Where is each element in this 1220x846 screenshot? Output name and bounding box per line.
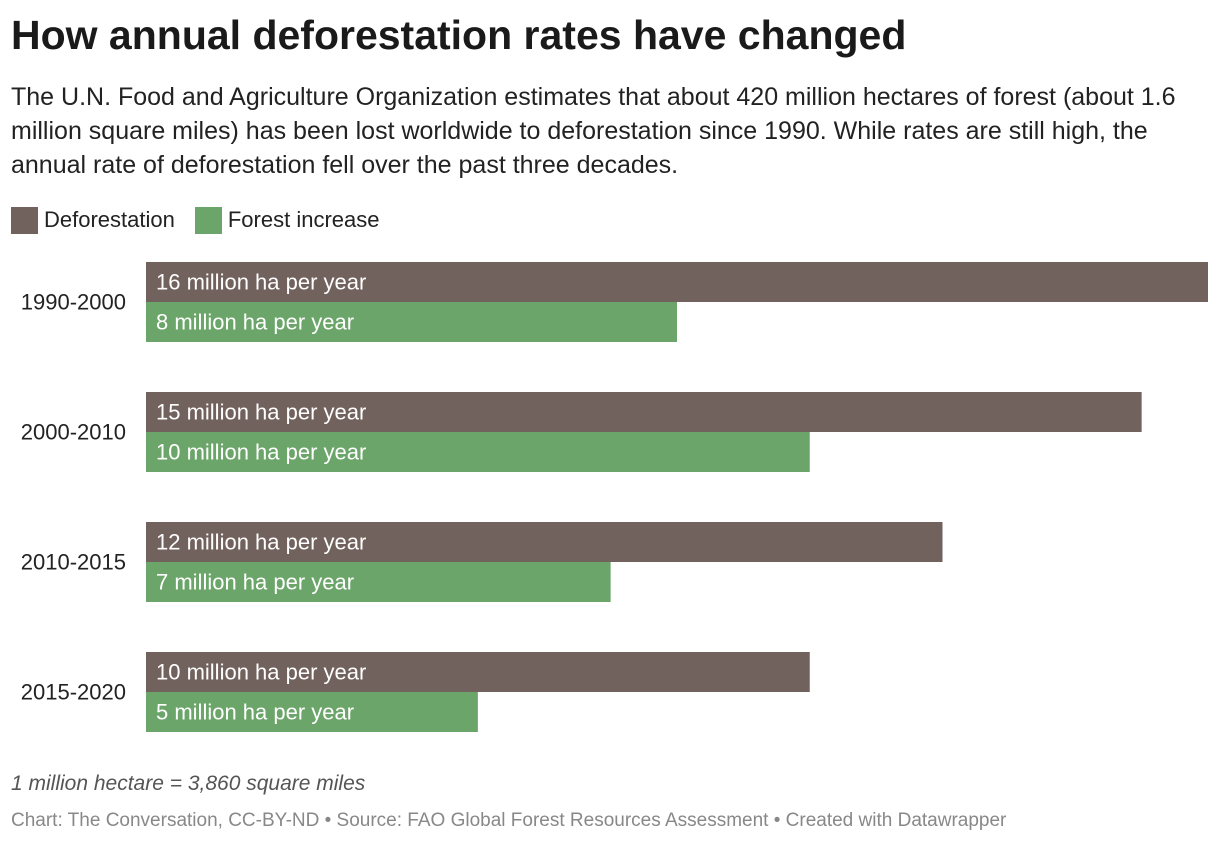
legend-swatch-forest-increase: [194, 206, 222, 234]
legend-swatch-deforestation: [11, 206, 38, 234]
chart-subtitle: The U.N. Food and Agriculture Organizati…: [11, 83, 1176, 179]
legend-label-deforestation: Deforestation: [44, 207, 175, 232]
data-label-deforestation-2015-2020: 10 million ha per year: [156, 660, 366, 685]
category-label-2015-2020: 2015-2020: [21, 680, 126, 705]
category-label-2000-2010: 2000-2010: [21, 420, 126, 445]
bar-forest-increase-2010-2015: [146, 562, 611, 602]
category-label-1990-2000: 1990-2000: [21, 290, 126, 315]
bar-deforestation-2010-2015: [146, 522, 943, 562]
category-label-2010-2015: 2010-2015: [21, 550, 126, 575]
bar-deforestation-2000-2010: [146, 392, 1142, 432]
chart-note: 1 million hectare = 3,860 square miles: [11, 772, 366, 795]
bar-deforestation-1990-2000: [146, 262, 1208, 302]
data-label-deforestation-2000-2010: 15 million ha per year: [156, 400, 366, 425]
bar-forest-increase-1990-2000: [146, 302, 677, 342]
chart-legend: Deforestation Forest increase: [11, 204, 399, 236]
legend-item-forest-increase: Forest increase: [194, 206, 380, 234]
bar-chart: 1990-2000 16 million ha per year 8 million…: [21, 262, 1208, 732]
bar-forest-increase-2015-2020: [146, 692, 478, 732]
bar-deforestation-2015-2020: [146, 652, 810, 692]
bar-forest-increase-2000-2010: [146, 432, 810, 472]
legend-item-deforestation: Deforestation: [11, 206, 175, 234]
chart-title: How annual deforestation rates have chan…: [11, 12, 907, 58]
data-label-deforestation-1990-2000: 16 million ha per year: [156, 270, 366, 295]
chart-footer: Chart: The Conversation, CC-BY-ND • Sour…: [11, 810, 1007, 831]
data-label-forest-increase-2015-2020: 5 million ha per year: [156, 700, 354, 725]
data-label-forest-increase-2010-2015: 7 million ha per year: [156, 570, 354, 595]
data-label-forest-increase-1990-2000: 8 million ha per year: [156, 310, 354, 335]
data-label-deforestation-2010-2015: 12 million ha per year: [156, 530, 366, 555]
legend-label-forest-increase: Forest increase: [227, 207, 380, 232]
data-label-forest-increase-2000-2010: 10 million ha per year: [156, 440, 366, 465]
